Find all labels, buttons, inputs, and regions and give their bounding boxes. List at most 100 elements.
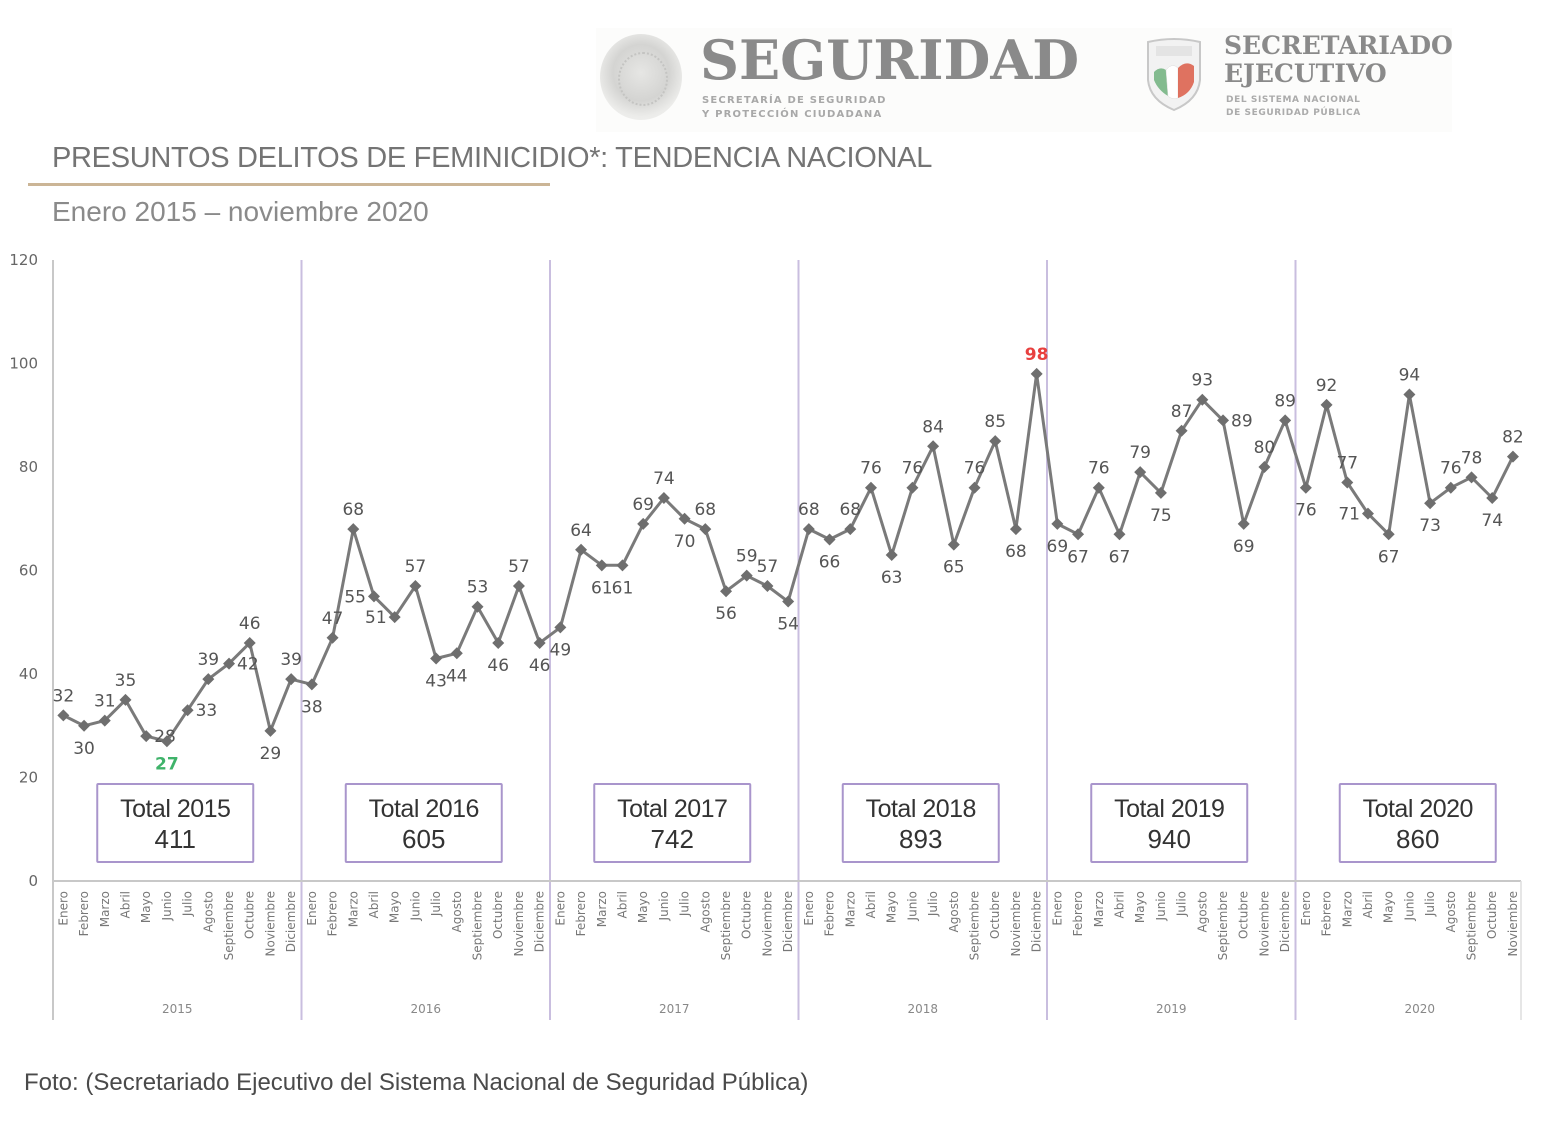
line-chart: 0 20 40 60 80 100 120 Enero Febrero Marzo Abril May…	[9, 251, 1524, 1020]
data-point-marker	[533, 636, 546, 649]
x-tick-label-month: Enero	[305, 891, 319, 926]
data-point-marker	[1403, 388, 1416, 401]
data-point-marker	[492, 636, 505, 649]
data-label: 31	[94, 692, 116, 712]
data-label: 74	[1481, 511, 1503, 531]
data-label: 70	[674, 532, 696, 552]
data-label: 69	[1047, 537, 1069, 557]
x-tick-label-month: Agosto	[1195, 891, 1209, 932]
data-point-marker	[637, 517, 650, 530]
data-label: 73	[1419, 516, 1441, 536]
x-tick-label-month: Febrero	[1320, 891, 1334, 936]
data-point-marker	[782, 595, 795, 608]
chart-subtitle: Enero 2015 – noviembre 2020	[52, 196, 429, 227]
x-tick-label-month: Junio	[905, 891, 919, 921]
x-tick-label-month: Mayo	[636, 891, 650, 923]
data-label: 59	[736, 547, 758, 567]
data-point-marker	[285, 673, 298, 686]
data-point-marker	[181, 704, 194, 717]
x-tick-label-month: Julio	[1423, 891, 1437, 917]
data-point-marker	[1465, 471, 1478, 484]
x-tick-label-month: Enero	[1299, 891, 1313, 926]
data-point-marker	[98, 714, 111, 727]
data-label: 93	[1191, 371, 1213, 391]
data-point-marker	[57, 709, 70, 722]
data-point-marker	[1196, 393, 1209, 406]
x-tick-label-month: Agosto	[947, 891, 961, 932]
year-total-value: 940	[1148, 824, 1191, 854]
x-tick-label-month: Marzo	[595, 891, 609, 927]
data-point-marker	[740, 569, 753, 582]
x-tick-label-month: Mayo	[388, 891, 402, 923]
data-label: 65	[943, 558, 965, 578]
data-point-marker	[1134, 466, 1147, 479]
x-tick-label-month: Junio	[160, 891, 174, 921]
data-label: 68	[839, 500, 861, 520]
data-point-marker	[1258, 461, 1271, 473]
data-label: 71	[1338, 505, 1360, 525]
data-label: 80	[1254, 438, 1276, 458]
data-label: 32	[53, 686, 75, 706]
x-tick-label-month: Abril	[118, 891, 132, 918]
year-total-label: Total 2018	[866, 795, 976, 823]
data-label: 98	[1025, 345, 1049, 365]
x-tick-label-month: Septiembre	[1465, 891, 1479, 960]
year-total-box	[1090, 783, 1249, 863]
data-label: 29	[260, 744, 282, 764]
data-point-marker	[1092, 481, 1105, 494]
coat-of-arms-seal-icon	[600, 34, 682, 120]
year-total-value: 893	[899, 824, 942, 854]
x-tick-label-month: Octubre	[491, 891, 505, 939]
data-label: 43	[425, 671, 447, 691]
data-point-marker	[1237, 517, 1250, 530]
data-label: 39	[197, 650, 219, 670]
data-point-marker	[1320, 398, 1333, 411]
data-point-marker	[202, 673, 215, 686]
x-tick-label-year: 2020	[1404, 1002, 1435, 1016]
data-point-marker	[430, 652, 443, 665]
x-tick-label-month: Octubre	[1237, 891, 1251, 939]
x-tick-label-month: Febrero	[77, 891, 91, 936]
data-label: 76	[1088, 459, 1110, 479]
x-tick-label-month: Agosto	[1444, 891, 1458, 932]
data-point-marker	[1382, 528, 1395, 541]
x-tick-label-month: Noviembre	[1257, 891, 1271, 957]
x-tick-label-month: Noviembre	[512, 891, 526, 957]
data-point-marker	[243, 636, 256, 649]
data-label: 44	[446, 666, 468, 686]
data-point-marker	[575, 543, 588, 556]
y-tick-label: 80	[19, 458, 38, 476]
data-label: 64	[570, 521, 592, 541]
year-total-value: 411	[155, 824, 196, 854]
data-label: 57	[405, 557, 427, 577]
data-point-marker	[1154, 486, 1167, 499]
data-label: 49	[550, 640, 572, 660]
data-label: 56	[715, 604, 737, 624]
data-point-marker	[1506, 450, 1519, 463]
x-tick-label-month: Febrero	[1071, 891, 1085, 936]
data-label: 67	[1378, 547, 1400, 567]
year-total-box	[96, 783, 255, 863]
data-point-marker	[1279, 414, 1292, 427]
data-point-marker	[119, 693, 132, 706]
year-total-box	[1338, 783, 1497, 863]
data-point-marker	[989, 435, 1002, 448]
data-label: 46	[239, 614, 261, 634]
data-point-marker	[844, 523, 857, 536]
x-tick-label-month: Noviembre	[263, 891, 277, 957]
data-point-marker	[450, 647, 463, 660]
year-total-label: Total 2017	[617, 795, 727, 823]
data-label: 67	[1109, 547, 1131, 567]
x-tick-label-month: Abril	[1361, 891, 1375, 918]
x-tick-label-month: Agosto	[698, 891, 712, 932]
x-tick-label-month: Septiembre	[471, 891, 485, 960]
year-total-value: 742	[651, 824, 694, 854]
x-tick-label-month: Julio	[429, 891, 443, 917]
data-point-marker	[720, 585, 733, 598]
data-point-marker	[1299, 481, 1312, 494]
data-label: 68	[1005, 542, 1027, 562]
data-label: 51	[365, 608, 387, 628]
year-total-value: 860	[1396, 824, 1439, 854]
data-point-marker	[326, 631, 339, 644]
x-tick-label-month: Abril	[615, 891, 629, 918]
